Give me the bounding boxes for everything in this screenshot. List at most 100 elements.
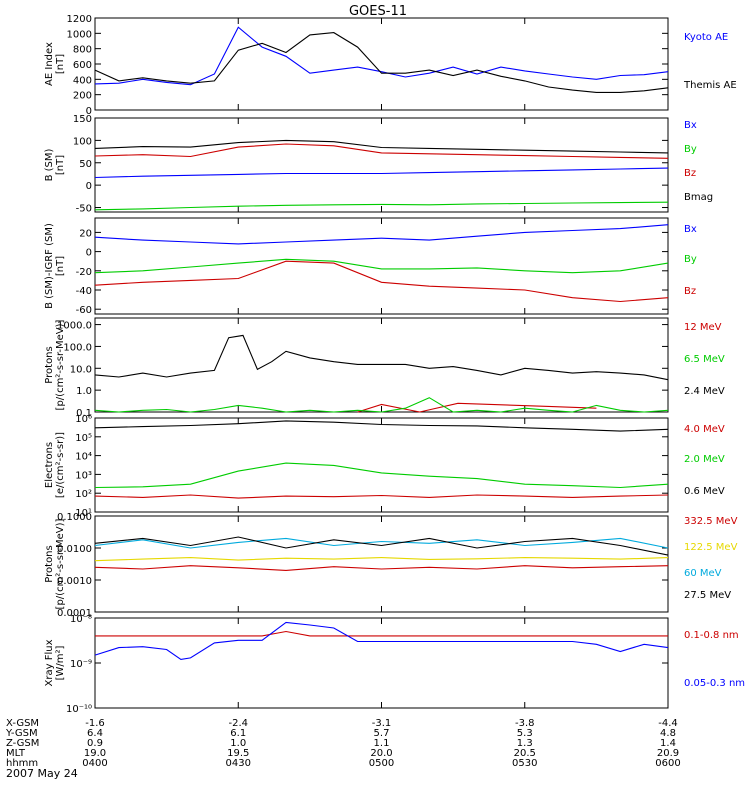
series-line-27-5-mev bbox=[94, 536, 669, 556]
legend-entry: 4.0 MeV bbox=[684, 424, 725, 435]
series-line-60-mev bbox=[94, 537, 669, 549]
y-tick-label: 50 bbox=[79, 159, 92, 170]
y-tick-label: 800 bbox=[73, 45, 92, 56]
y-tick-label: 1200 bbox=[67, 14, 92, 25]
x-table-value: -3.1 bbox=[372, 718, 392, 729]
legend-entry: 27.5 MeV bbox=[684, 590, 731, 601]
legend-entry: 0.6 MeV bbox=[684, 486, 725, 497]
panel-5: 10¹ 10² 10³ 10⁴ 10⁵ 10⁶ Electrons[e/(cm²-s-sr)… bbox=[44, 414, 725, 519]
x-table-value: 20.9 bbox=[657, 748, 679, 759]
y-axis-label-line: [nT] bbox=[55, 54, 66, 74]
x-table-value: -2.4 bbox=[228, 718, 248, 729]
panel-frame bbox=[94, 617, 669, 709]
y-tick-label: 0.0010 bbox=[57, 576, 92, 587]
panel-frame bbox=[94, 117, 669, 213]
y-axis-label: Protons[p/(cm²-s-sr-MeV)] bbox=[44, 518, 66, 609]
panel-frame bbox=[94, 17, 669, 111]
x-table-value: 20.0 bbox=[370, 748, 392, 759]
y-tick-label: -60 bbox=[76, 305, 92, 316]
series-line-6-5-mev bbox=[94, 397, 669, 413]
legend-entry: 2.4 MeV bbox=[684, 386, 725, 397]
x-table-value: 19.0 bbox=[84, 748, 106, 759]
y-tick-label: 0.1000 bbox=[57, 512, 92, 523]
x-table-value: 1.3 bbox=[517, 738, 533, 749]
legend-entry: By bbox=[684, 254, 697, 265]
series-line-4-0-mev bbox=[94, 494, 669, 499]
y-tick-label: 0.0100 bbox=[57, 544, 92, 555]
panel-2: -50 0 50 100 150 B (SM)[nT] Bx By Bz Bmag bbox=[44, 114, 713, 215]
series-line-2-0-mev bbox=[94, 462, 669, 489]
x-table-value: 0500 bbox=[369, 758, 394, 769]
y-tick-label: 0.1 bbox=[76, 408, 92, 419]
x-table-value: -1.6 bbox=[85, 718, 105, 729]
x-table-value: 0.9 bbox=[87, 738, 103, 749]
x-table-row-label: MLT bbox=[6, 748, 26, 759]
legend-entry: 2.0 MeV bbox=[684, 454, 725, 465]
x-table-value: -4.4 bbox=[658, 718, 678, 729]
x-table-value: 6.1 bbox=[230, 728, 246, 739]
y-tick-label: 0 bbox=[86, 181, 92, 192]
x-table-value: 0530 bbox=[512, 758, 537, 769]
x-table-value: 6.4 bbox=[87, 728, 103, 739]
legend-entry: 332.5 MeV bbox=[684, 516, 738, 527]
series-line-by bbox=[94, 201, 669, 211]
x-table-value: 0400 bbox=[82, 758, 107, 769]
x-table-value: 5.3 bbox=[517, 728, 533, 739]
y-tick-label: 1.0 bbox=[76, 386, 92, 397]
y-axis-label: Electrons[e/(cm²-s-sr)] bbox=[44, 432, 66, 498]
series-line-by bbox=[94, 258, 669, 274]
x-table-value: 5.7 bbox=[374, 728, 390, 739]
series-line-bmag bbox=[94, 139, 669, 154]
x-table-row-label: hhmm bbox=[6, 758, 38, 769]
x-table-value: 4.8 bbox=[660, 728, 676, 739]
panel-3: -60 -40 -20 0 20 B (SM)-IGRF (SM)[nT] Bx By Bz bbox=[44, 217, 697, 316]
y-tick-label: 10⁻¹⁰ bbox=[66, 704, 92, 715]
x-table-row-label: X-GSM bbox=[6, 718, 39, 729]
x-table-value: 0600 bbox=[655, 758, 680, 769]
y-tick-label: 150 bbox=[73, 114, 92, 125]
x-axis-table: X-GSM -1.6 -2.4 -3.1 -3.8 -4.4 Y-GSM 6.4 6.1 5.7 5… bbox=[5, 718, 681, 769]
panel-frame bbox=[94, 515, 669, 613]
y-axis-label-line: [nT] bbox=[55, 256, 66, 276]
x-table-value: 1.0 bbox=[230, 738, 246, 749]
series-line-332-5-mev bbox=[94, 565, 669, 571]
y-tick-label: 10⁵ bbox=[75, 433, 92, 444]
series-line-0-6-mev bbox=[94, 420, 669, 432]
y-axis-label-line: [e/(cm²-s-sr)] bbox=[55, 432, 66, 498]
y-axis-label-line: Protons bbox=[44, 545, 55, 582]
y-tick-label: 100.0 bbox=[63, 342, 92, 353]
x-table-value: 1.1 bbox=[374, 738, 390, 749]
y-axis-label-line: Electrons bbox=[44, 442, 55, 488]
x-table-value: 1.4 bbox=[660, 738, 676, 749]
y-axis-label-line: Xray Flux bbox=[44, 639, 55, 686]
panel-4: 0.11.010.0100.01000.0Protons[p/(cm²-s-sr… bbox=[44, 317, 725, 419]
legend-entry: 0.1-0.8 nm bbox=[684, 630, 739, 641]
y-axis-label: Xray Flux[W/m²] bbox=[44, 639, 66, 686]
panel-6: 0.0001 0.0010 0.0100 0.1000Protons[p/(cm²-s… bbox=[44, 512, 738, 619]
y-axis-label-line: B (SM)-IGRF (SM) bbox=[44, 223, 55, 309]
y-tick-label: 10³ bbox=[75, 470, 92, 481]
series-line-bx bbox=[94, 224, 669, 245]
x-table-value: -3.8 bbox=[515, 718, 535, 729]
series-line-kyoto-ae bbox=[94, 26, 669, 86]
series-line-bz bbox=[94, 260, 669, 303]
panel-frame bbox=[94, 217, 669, 315]
date-label: 2007 May 24 bbox=[6, 767, 78, 780]
y-tick-label: 1000.0 bbox=[57, 321, 92, 332]
y-tick-label: 0.0001 bbox=[57, 608, 92, 619]
legend-entry: Kyoto AE bbox=[684, 32, 728, 43]
y-tick-label: 10⁴ bbox=[75, 452, 92, 463]
legend-entry: 6.5 MeV bbox=[684, 354, 725, 365]
y-tick-label: -20 bbox=[76, 267, 92, 278]
x-table-value: 0430 bbox=[226, 758, 251, 769]
series-line-12-mev bbox=[357, 402, 597, 413]
y-axis-label-line: B (SM) bbox=[44, 148, 55, 181]
y-axis-label: AE Index[nT] bbox=[44, 42, 66, 86]
y-tick-label: 200 bbox=[73, 91, 92, 102]
legend-entry: 122.5 MeV bbox=[684, 542, 738, 553]
legend-entry: Bz bbox=[684, 168, 696, 179]
legend-entry: Bx bbox=[684, 120, 697, 131]
x-table-value: 20.5 bbox=[514, 748, 536, 759]
